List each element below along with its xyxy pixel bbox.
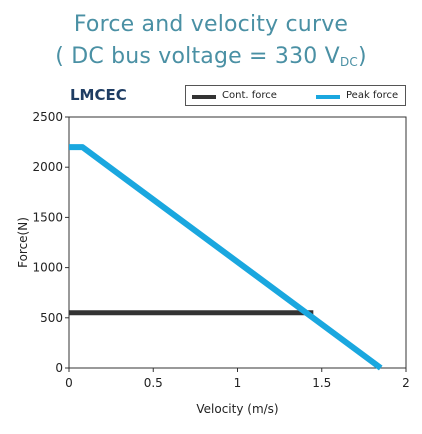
y-tick-label: 2500 xyxy=(32,110,63,124)
x-axis-label: Velocity (m/s) xyxy=(196,402,278,416)
title-voltage-text: ( DC bus voltage = 330 V xyxy=(55,44,340,69)
y-tick-label: 1500 xyxy=(32,210,63,224)
chart-title-line-2: ( DC bus voltage = 330 VDC) xyxy=(0,42,422,74)
x-tick-label: 0.5 xyxy=(144,376,163,390)
legend-label-peak-force: Peak force xyxy=(346,90,399,101)
legend-swatch-cont-force xyxy=(192,95,216,99)
x-tick-label: 2 xyxy=(402,376,410,390)
chart-title-line-1: Force and velocity curve xyxy=(73,12,349,37)
title-close-paren: ) xyxy=(357,44,367,69)
y-tick-label: 2000 xyxy=(32,160,63,174)
y-tick-label: 0 xyxy=(55,361,63,375)
y-tick-label: 500 xyxy=(40,311,63,325)
title-voltage-subscript: DC xyxy=(339,55,358,69)
peak-force-line xyxy=(69,144,383,371)
model-label: LMCEC xyxy=(70,86,127,104)
legend-swatch-peak-force xyxy=(316,95,340,99)
legend-label-cont-force: Cont. force xyxy=(222,90,277,101)
y-tick-label: 1000 xyxy=(32,261,63,275)
chart-legend: Cont. force Peak force xyxy=(185,85,406,106)
x-tick-label: 1.5 xyxy=(312,376,331,390)
x-tick-label: 0 xyxy=(65,376,73,390)
x-tick-label: 1 xyxy=(234,376,242,390)
y-axis-label: Force(N) xyxy=(16,217,30,268)
plot-area-frame xyxy=(68,116,407,369)
